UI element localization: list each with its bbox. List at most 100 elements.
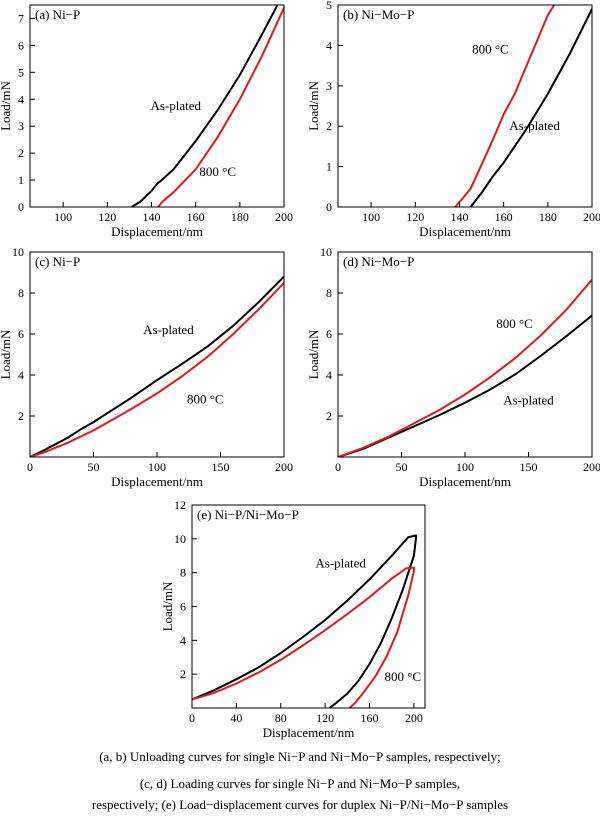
series-line-800c	[454, 5, 556, 207]
x-tick-label: 50	[396, 460, 408, 474]
x-tick-label: 0	[335, 460, 341, 474]
series-line-as-plated	[192, 534, 418, 708]
x-tick-label: 160	[495, 210, 513, 224]
y-tick-label: 0	[18, 200, 24, 214]
x-tick-label: 120	[316, 711, 334, 725]
x-tick-label: 100	[54, 210, 72, 224]
x-tick-label: 200	[405, 711, 423, 725]
panel-label: (d) Ni−Mo−P	[343, 254, 414, 269]
panel-a: 100 120 140 160 180 200 0 1 2 3 4 5 6 7 Displacement/n…	[0, 4, 293, 239]
panel-b: 100 120 140 160 180 200 0 1 2 3 4 5 Displacement/nm L…	[306, 0, 600, 239]
x-tick-label: 50	[88, 460, 100, 474]
series-line-800c	[30, 282, 284, 457]
y-tick-label: 2	[18, 409, 24, 423]
x-tick-label: 160	[361, 711, 379, 725]
y-tick-label: 4	[326, 38, 332, 52]
x-axis-title: Displacement/nm	[111, 224, 203, 239]
y-tick-label: 2	[326, 409, 332, 423]
y-tick-label: 2	[180, 667, 186, 681]
y-tick-label: 12	[174, 498, 186, 512]
y-tick-label: 5	[326, 0, 332, 12]
x-tick-label: 40	[230, 711, 242, 725]
y-axis-title: Load/mN	[160, 581, 175, 631]
series-line-800c	[192, 566, 415, 708]
annotation-label: As-plated	[503, 393, 554, 408]
y-axis-title: Load/mN	[306, 80, 321, 130]
panel-label: (a) Ni−P	[35, 7, 80, 22]
y-tick-label: 10	[320, 245, 332, 259]
series-line-as-plated	[469, 8, 592, 207]
annotation-label: 800 °C	[187, 392, 224, 407]
y-tick-label: 10	[174, 532, 186, 546]
annotation-label: 800 °C	[199, 164, 236, 179]
y-tick-label: 1	[18, 173, 24, 187]
x-tick-label: 200	[583, 460, 600, 474]
x-tick-label: 150	[212, 460, 230, 474]
y-axis-title: Load/mN	[306, 329, 321, 379]
plot-frame	[29, 4, 285, 208]
caption-line-3: respectively; (e) Load−displacement curv…	[91, 797, 509, 812]
y-tick-label: 0	[326, 200, 332, 214]
x-tick-label: 200	[275, 210, 293, 224]
annotation-label: As-plated	[315, 556, 366, 571]
y-tick-label: 6	[326, 327, 332, 341]
x-tick-label: 180	[539, 210, 557, 224]
y-tick-label: 5	[18, 65, 24, 79]
panel-label: (b) Ni−Mo−P	[343, 7, 414, 22]
x-axis-title: Displacement/nm	[419, 474, 511, 489]
x-tick-label: 0	[189, 711, 195, 725]
y-tick-label: 4	[18, 368, 24, 382]
x-axis-title: Displacement/nm	[263, 725, 355, 740]
x-tick-label: 100	[456, 460, 474, 474]
x-tick-label: 140	[142, 210, 160, 224]
x-axis-title: Displacement/nm	[111, 474, 203, 489]
annotation-label: 800 °C	[384, 669, 421, 684]
annotation-label: As-plated	[509, 118, 560, 133]
y-tick-label: 3	[18, 119, 24, 133]
caption-line-1: (a, b) Unloading curves for single Ni−P …	[99, 749, 501, 764]
y-tick-label: 7	[18, 11, 24, 25]
x-tick-label: 120	[98, 210, 116, 224]
plot-frame	[29, 251, 285, 458]
y-tick-label: 8	[180, 566, 186, 580]
y-tick-label: 4	[18, 92, 24, 106]
x-tick-label: 80	[275, 711, 287, 725]
y-axis-title: Load/mN	[0, 329, 13, 379]
y-tick-label: 10	[12, 245, 24, 259]
x-tick-label: 150	[520, 460, 538, 474]
caption-line-2: (c, d) Loading curves for single Ni−P an…	[139, 776, 461, 791]
x-tick-label: 160	[187, 210, 205, 224]
series-line-as-plated	[338, 314, 592, 457]
panel-e: 0 40 80 120 160 200 2 4 6 8 10 12 Displacement/nm Loa…	[160, 498, 426, 740]
annotation-label: As-plated	[151, 98, 202, 113]
y-tick-label: 8	[326, 286, 332, 300]
plot-frame	[337, 4, 593, 208]
x-axis-title: Displacement/nm	[419, 224, 511, 239]
panel-d: 0 50 100 150 200 2 4 6 8 10 Displacement/nm Load/mN…	[306, 245, 600, 489]
series-line-as-plated	[131, 5, 279, 207]
annotation-label: As-plated	[143, 322, 194, 337]
panel-c: 0 50 100 150 200 2 4 6 8 10 Displacement/nm Load/mN…	[0, 245, 293, 489]
series-line-800c	[338, 279, 592, 457]
y-tick-label: 1	[326, 160, 332, 174]
x-tick-label: 200	[583, 210, 600, 224]
x-tick-label: 100	[148, 460, 166, 474]
y-tick-label: 6	[18, 327, 24, 341]
annotation-label: 800 °C	[496, 316, 533, 331]
y-tick-label: 8	[18, 286, 24, 300]
y-tick-label: 6	[180, 600, 186, 614]
series-line-800c	[157, 7, 284, 207]
x-tick-label: 200	[275, 460, 293, 474]
y-tick-label: 6	[18, 38, 24, 52]
y-axis-title: Load/mN	[0, 80, 13, 130]
plot-frame	[337, 251, 593, 458]
x-tick-label: 140	[450, 210, 468, 224]
x-tick-label: 180	[231, 210, 249, 224]
x-tick-label: 120	[406, 210, 424, 224]
y-tick-label: 2	[18, 146, 24, 160]
panel-label: (c) Ni−P	[35, 254, 80, 269]
y-tick-label: 2	[326, 119, 332, 133]
y-tick-label: 4	[326, 368, 332, 382]
annotation-label: 800 °C	[472, 41, 509, 56]
